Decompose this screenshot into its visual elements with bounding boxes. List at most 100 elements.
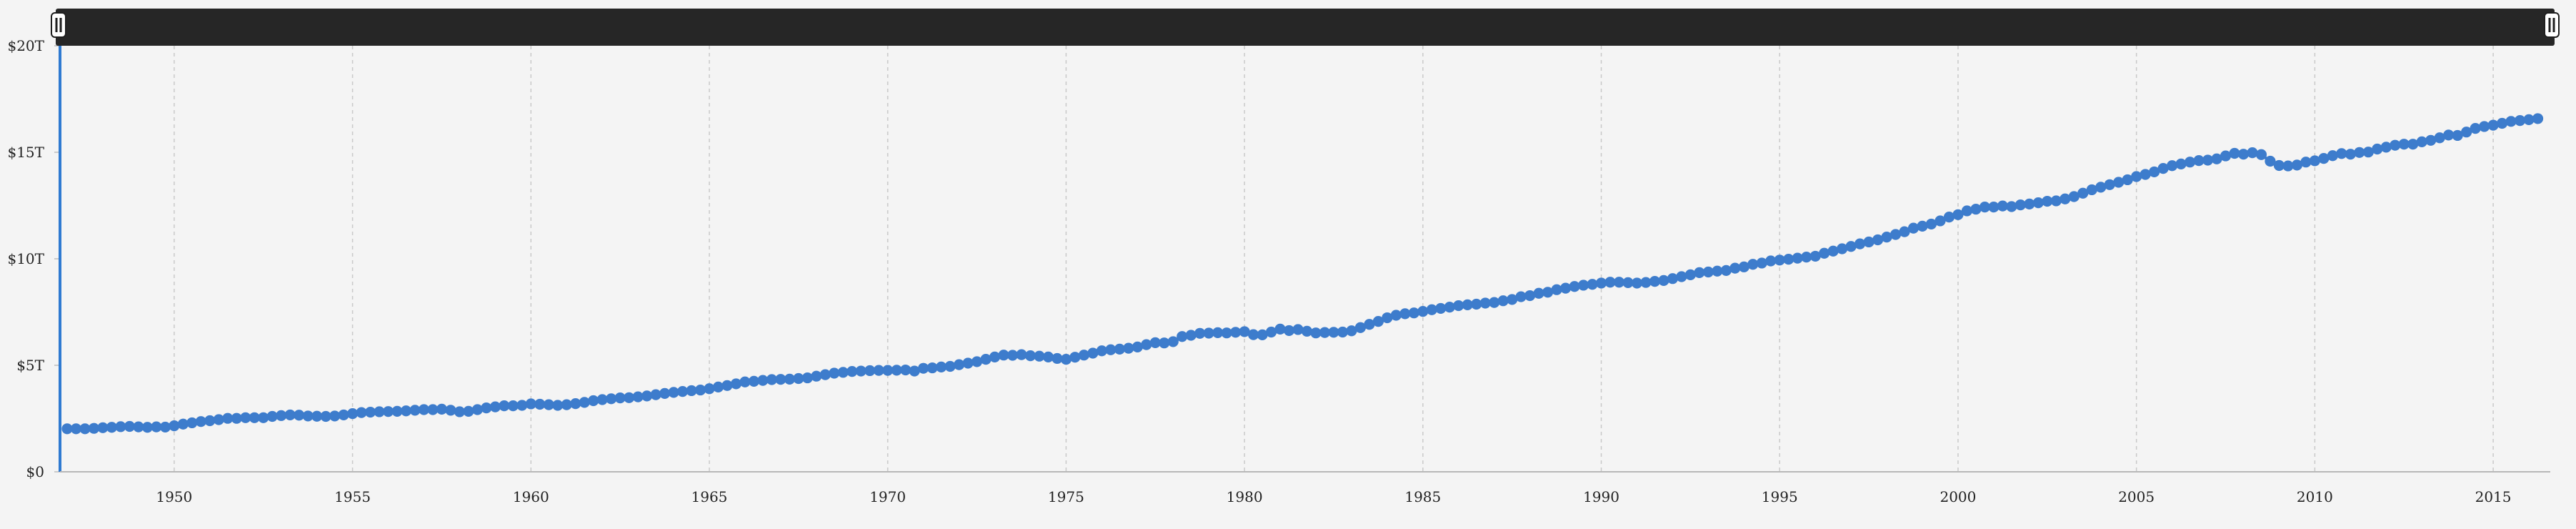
data-point bbox=[2237, 149, 2250, 160]
data-point bbox=[2309, 155, 2320, 167]
data-point bbox=[1533, 287, 1544, 299]
data-point bbox=[1604, 277, 1616, 288]
data-point bbox=[1274, 323, 1286, 335]
data-point bbox=[1105, 344, 1117, 355]
data-point bbox=[1016, 349, 1027, 360]
data-point bbox=[70, 423, 82, 435]
data-point bbox=[1301, 325, 1313, 337]
data-point bbox=[1497, 295, 1509, 307]
data-point bbox=[1640, 277, 1652, 288]
data-point bbox=[2434, 132, 2445, 144]
data-point bbox=[1979, 201, 1991, 213]
data-point bbox=[1684, 269, 1696, 280]
data-point bbox=[864, 365, 876, 377]
data-point bbox=[2443, 129, 2455, 141]
data-point bbox=[2380, 142, 2392, 153]
data-point bbox=[2479, 121, 2490, 132]
x-tick-label: 1960 bbox=[513, 488, 549, 505]
data-point bbox=[1702, 266, 1714, 278]
data-point bbox=[2220, 150, 2232, 162]
data-point bbox=[1756, 257, 1767, 269]
data-point bbox=[97, 422, 109, 433]
data-point bbox=[1354, 322, 1367, 333]
x-tick-label: 2005 bbox=[2118, 488, 2155, 505]
data-point bbox=[320, 410, 331, 422]
data-point bbox=[1845, 241, 1857, 252]
data-point bbox=[712, 381, 724, 393]
data-point bbox=[552, 400, 564, 411]
data-point bbox=[2452, 129, 2463, 142]
data-point bbox=[1399, 308, 1411, 320]
data-point bbox=[944, 360, 956, 372]
data-point bbox=[2487, 119, 2499, 131]
data-point bbox=[222, 412, 234, 424]
data-point bbox=[195, 416, 206, 427]
data-point bbox=[1141, 339, 1152, 350]
data-point bbox=[1230, 327, 1242, 338]
data-point bbox=[356, 407, 367, 418]
data-point bbox=[1149, 337, 1161, 349]
data-point bbox=[1577, 280, 1589, 291]
data-point bbox=[1587, 279, 1598, 290]
data-point bbox=[1239, 326, 1250, 337]
brush-right-handle[interactable] bbox=[2544, 12, 2560, 38]
data-point bbox=[1283, 325, 1295, 337]
data-point bbox=[445, 405, 456, 416]
data-point bbox=[1052, 352, 1063, 365]
data-point bbox=[1595, 277, 1607, 289]
data-point bbox=[151, 421, 162, 432]
data-point bbox=[909, 365, 920, 377]
data-point bbox=[686, 385, 697, 397]
data-point bbox=[793, 372, 804, 385]
data-point bbox=[525, 398, 536, 410]
data-point bbox=[364, 406, 376, 418]
data-point bbox=[471, 404, 483, 415]
data-point bbox=[106, 422, 118, 433]
data-point bbox=[775, 374, 787, 385]
data-point bbox=[2157, 163, 2169, 174]
data-point bbox=[1292, 324, 1304, 335]
data-point bbox=[1007, 350, 1019, 361]
data-point bbox=[1265, 326, 1277, 338]
data-point bbox=[1417, 306, 1429, 317]
data-point bbox=[2345, 149, 2356, 160]
data-point bbox=[1837, 243, 1848, 254]
data-point bbox=[1194, 327, 1206, 339]
data-point bbox=[329, 410, 341, 422]
time-range-brush[interactable]: 1950195519601965197019751980198519901995… bbox=[51, 9, 2560, 46]
data-point bbox=[88, 422, 100, 434]
data-point bbox=[294, 410, 305, 421]
data-point bbox=[632, 391, 644, 402]
data-point bbox=[1559, 282, 1572, 294]
data-point bbox=[1729, 262, 1741, 274]
data-point bbox=[516, 400, 528, 411]
data-point bbox=[2390, 139, 2401, 151]
data-point bbox=[882, 365, 894, 376]
data-point bbox=[213, 414, 224, 425]
x-tick-label: 1965 bbox=[692, 488, 728, 505]
data-point bbox=[927, 362, 938, 374]
data-point bbox=[2336, 148, 2347, 159]
data-point bbox=[2140, 169, 2151, 180]
data-point bbox=[2032, 197, 2044, 209]
data-point bbox=[2327, 150, 2338, 162]
data-point bbox=[2425, 134, 2437, 146]
data-point bbox=[668, 387, 679, 398]
data-point bbox=[1712, 265, 1723, 277]
brush-left-handle[interactable] bbox=[51, 12, 66, 38]
data-point bbox=[1809, 250, 1821, 262]
y-tick-label: $0 bbox=[26, 463, 44, 480]
data-point bbox=[409, 405, 421, 416]
data-point bbox=[1720, 264, 1732, 276]
brush-track[interactable] bbox=[56, 9, 2555, 46]
data-point bbox=[382, 406, 394, 417]
x-tick-label: 1955 bbox=[334, 488, 371, 505]
data-point bbox=[1319, 327, 1331, 338]
data-point bbox=[124, 420, 135, 432]
data-point bbox=[1426, 304, 1437, 315]
data-point bbox=[1827, 245, 1839, 257]
data-point bbox=[1881, 232, 1892, 243]
data-point bbox=[1247, 329, 1259, 340]
data-point bbox=[1863, 236, 1874, 248]
